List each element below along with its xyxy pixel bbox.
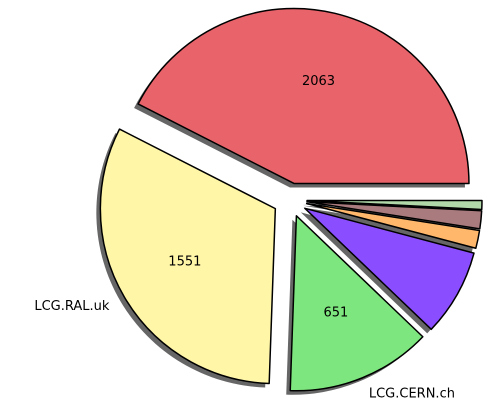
value-label: 651	[324, 306, 349, 321]
slice	[289, 214, 424, 392]
slice	[137, 7, 470, 185]
slice	[306, 199, 483, 211]
value-label: 1551	[168, 254, 201, 269]
category-label: LCG.RAL.uk	[34, 299, 110, 314]
slice	[306, 201, 483, 230]
category-label: LCG.CERN.ch	[369, 387, 455, 402]
slice	[304, 207, 475, 331]
slice	[99, 128, 277, 385]
slice	[305, 202, 481, 250]
value-label: 2063	[302, 74, 335, 89]
